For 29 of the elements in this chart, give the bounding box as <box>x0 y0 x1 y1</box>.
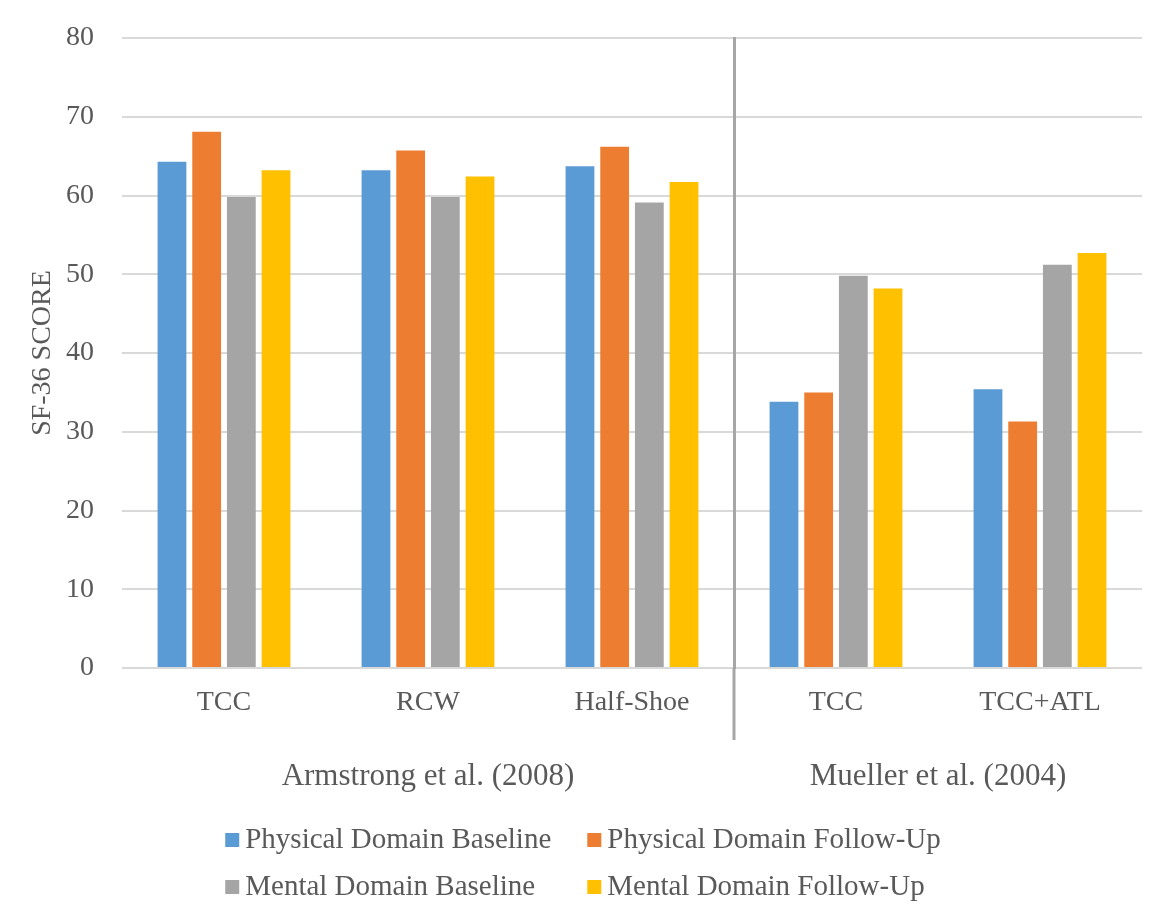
y-tick-label: 80 <box>66 20 94 52</box>
x-tick-label: Half-Shoe <box>574 685 690 717</box>
legend-label: Physical Domain Follow-Up <box>607 821 941 854</box>
y-tick-label: 0 <box>80 650 94 682</box>
y-axis-title: SF-36 SCORE <box>25 270 57 436</box>
x-tick-label: RCW <box>396 685 461 717</box>
y-tick-label: 30 <box>66 414 94 446</box>
y-tick-label: 60 <box>66 177 94 209</box>
legend-label: Mental Domain Follow-Up <box>607 868 925 901</box>
y-tick-label: 40 <box>66 335 94 367</box>
y-tick-label: 50 <box>66 256 94 288</box>
bar <box>873 288 903 667</box>
x-tick-label: TCC+ATL <box>979 685 1101 717</box>
bar <box>804 392 834 667</box>
x-tick-label: TCC <box>808 685 864 717</box>
x-axis-title: Armstrong et al. (2008) <box>281 757 575 793</box>
bar <box>838 275 868 667</box>
x-axis-title: Mueller et al. (2004) <box>809 757 1067 793</box>
y-tick-label: 10 <box>66 571 94 603</box>
bar <box>1077 252 1107 667</box>
legend-label: Mental Domain Baseline <box>245 868 536 901</box>
legend-label: Physical Domain Baseline <box>245 821 552 854</box>
bar <box>769 401 799 667</box>
bar <box>1008 421 1038 667</box>
y-tick-label: 70 <box>66 99 94 131</box>
x-tick-label: TCC <box>196 685 252 717</box>
bar <box>973 389 1003 667</box>
y-tick-label: 20 <box>66 492 94 524</box>
bar <box>1042 264 1072 667</box>
